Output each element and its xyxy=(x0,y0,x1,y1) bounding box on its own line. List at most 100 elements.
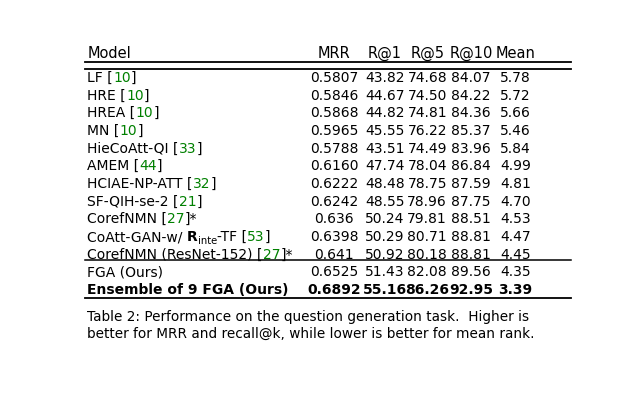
Text: 88.81: 88.81 xyxy=(451,230,491,244)
Text: 78.04: 78.04 xyxy=(408,159,447,173)
Text: 80.71: 80.71 xyxy=(408,230,447,244)
Text: 74.68: 74.68 xyxy=(408,71,447,85)
Text: 5.78: 5.78 xyxy=(500,71,531,85)
Text: 88.51: 88.51 xyxy=(451,212,491,226)
Text: ]: ] xyxy=(144,89,149,102)
Text: 88.81: 88.81 xyxy=(451,248,491,262)
Text: 32: 32 xyxy=(193,177,211,191)
Text: HREA [: HREA [ xyxy=(88,106,136,120)
Text: 45.55: 45.55 xyxy=(365,124,404,138)
Text: 4.45: 4.45 xyxy=(500,248,531,262)
Text: 53: 53 xyxy=(247,230,265,244)
Text: 27: 27 xyxy=(263,248,280,262)
Text: 0.6525: 0.6525 xyxy=(310,266,358,279)
Text: SF-QIH-se-2 [: SF-QIH-se-2 [ xyxy=(88,195,179,209)
Text: 84.22: 84.22 xyxy=(451,89,491,102)
Text: 50.92: 50.92 xyxy=(365,248,404,262)
Text: 43.51: 43.51 xyxy=(365,141,404,156)
Text: ]*: ]* xyxy=(185,212,197,226)
Text: 3.39: 3.39 xyxy=(499,283,532,297)
Text: 5.72: 5.72 xyxy=(500,89,531,102)
Text: ]*: ]* xyxy=(280,248,293,262)
Text: 4.53: 4.53 xyxy=(500,212,531,226)
Text: 27: 27 xyxy=(167,212,185,226)
Text: 10: 10 xyxy=(126,89,144,102)
Text: 55.16: 55.16 xyxy=(363,283,407,297)
Text: -TF [: -TF [ xyxy=(217,230,247,244)
Text: FGA (Ours): FGA (Ours) xyxy=(88,266,163,279)
Text: ]: ] xyxy=(196,195,202,209)
Text: 78.96: 78.96 xyxy=(407,195,447,209)
Text: 44: 44 xyxy=(140,159,157,173)
Text: 33: 33 xyxy=(179,141,196,156)
Text: R@10: R@10 xyxy=(449,46,493,61)
Text: 0.5807: 0.5807 xyxy=(310,71,358,85)
Text: 10: 10 xyxy=(113,71,131,85)
Text: 44.82: 44.82 xyxy=(365,106,404,120)
Text: 80.18: 80.18 xyxy=(407,248,447,262)
Text: 0.641: 0.641 xyxy=(314,248,354,262)
Text: 4.35: 4.35 xyxy=(500,266,531,279)
Text: 87.75: 87.75 xyxy=(451,195,491,209)
Text: CorefNMN [: CorefNMN [ xyxy=(88,212,167,226)
Text: 74.50: 74.50 xyxy=(408,89,447,102)
Text: ]: ] xyxy=(153,106,159,120)
Text: 4.47: 4.47 xyxy=(500,230,531,244)
Text: R@5: R@5 xyxy=(410,46,444,61)
Text: 21: 21 xyxy=(179,195,196,209)
Text: ]: ] xyxy=(138,124,143,138)
Text: 5.66: 5.66 xyxy=(500,106,531,120)
Text: 83.96: 83.96 xyxy=(451,141,491,156)
Text: 44.67: 44.67 xyxy=(365,89,404,102)
Text: 0.6222: 0.6222 xyxy=(310,177,358,191)
Text: R: R xyxy=(187,230,198,244)
Text: 43.82: 43.82 xyxy=(365,71,404,85)
Text: 79.81: 79.81 xyxy=(407,212,447,226)
Text: 0.5965: 0.5965 xyxy=(310,124,358,138)
Text: 10: 10 xyxy=(136,106,153,120)
Text: ]: ] xyxy=(211,177,216,191)
Text: 48.48: 48.48 xyxy=(365,177,405,191)
Text: Ensemble of 9 FGA (Ours): Ensemble of 9 FGA (Ours) xyxy=(88,283,289,297)
Text: 89.56: 89.56 xyxy=(451,266,491,279)
Text: 0.5868: 0.5868 xyxy=(310,106,358,120)
Text: 48.55: 48.55 xyxy=(365,195,404,209)
Text: 82.08: 82.08 xyxy=(408,266,447,279)
Text: ]: ] xyxy=(265,230,270,244)
Text: 74.49: 74.49 xyxy=(408,141,447,156)
Text: 4.70: 4.70 xyxy=(500,195,531,209)
Text: 0.6160: 0.6160 xyxy=(310,159,358,173)
Text: Mean: Mean xyxy=(495,46,536,61)
Text: ]: ] xyxy=(196,141,202,156)
Text: HCIAE-NP-ATT [: HCIAE-NP-ATT [ xyxy=(88,177,193,191)
Text: CoAtt-GAN-w/: CoAtt-GAN-w/ xyxy=(88,230,187,244)
Text: 5.84: 5.84 xyxy=(500,141,531,156)
Text: 84.36: 84.36 xyxy=(451,106,491,120)
Text: CorefNMN (ResNet-152) [: CorefNMN (ResNet-152) [ xyxy=(88,248,263,262)
Text: 87.59: 87.59 xyxy=(451,177,491,191)
Text: 50.29: 50.29 xyxy=(365,230,404,244)
Text: MN [: MN [ xyxy=(88,124,120,138)
Text: 0.5788: 0.5788 xyxy=(310,141,358,156)
Text: 0.6398: 0.6398 xyxy=(310,230,358,244)
Text: 86.26: 86.26 xyxy=(405,283,449,297)
Text: Model: Model xyxy=(88,46,131,61)
Text: ]: ] xyxy=(131,71,136,85)
Text: AMEM [: AMEM [ xyxy=(88,159,140,173)
Text: 47.74: 47.74 xyxy=(365,159,404,173)
Text: 0.6242: 0.6242 xyxy=(310,195,358,209)
Text: 0.5846: 0.5846 xyxy=(310,89,358,102)
Text: MRR: MRR xyxy=(317,46,350,61)
Text: inte: inte xyxy=(198,237,217,246)
Text: 74.81: 74.81 xyxy=(408,106,447,120)
Text: 4.81: 4.81 xyxy=(500,177,531,191)
Text: 92.95: 92.95 xyxy=(449,283,493,297)
Text: 84.07: 84.07 xyxy=(451,71,491,85)
Text: ]: ] xyxy=(157,159,163,173)
Text: 10: 10 xyxy=(120,124,138,138)
Text: LF [: LF [ xyxy=(88,71,113,85)
Text: Table 2: Performance on the question generation task.  Higher is
better for MRR : Table 2: Performance on the question gen… xyxy=(88,310,535,341)
Text: 0.6892: 0.6892 xyxy=(307,283,361,297)
Text: HieCoAtt-QI [: HieCoAtt-QI [ xyxy=(88,141,179,156)
Text: 86.84: 86.84 xyxy=(451,159,491,173)
